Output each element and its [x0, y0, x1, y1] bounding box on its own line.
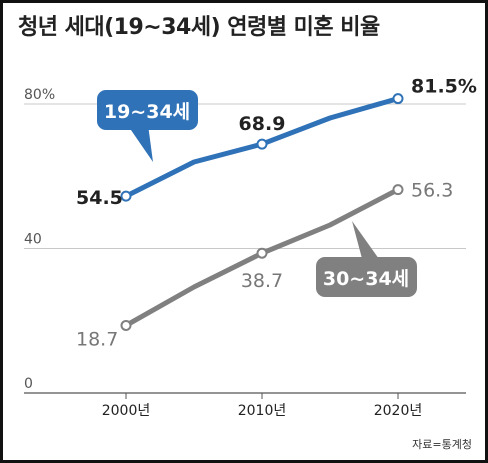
- y-tick-label: 80%: [24, 87, 55, 103]
- x-tick-label: 2010년: [238, 403, 287, 419]
- x-tick-label: 2000년: [102, 403, 151, 419]
- data-point: [256, 247, 268, 259]
- data-label: 81.5%: [411, 76, 477, 98]
- data-label: 56.3: [411, 180, 453, 202]
- data-label: 38.7: [241, 270, 283, 292]
- series-label-1: 19~34세: [104, 101, 190, 123]
- data-point: [256, 138, 268, 150]
- series-label-2: 30~34세: [323, 268, 409, 290]
- series-label-box-1: [97, 90, 198, 130]
- series-label-box-2: [316, 257, 417, 297]
- data-point: [392, 93, 404, 105]
- x-tick-label: 2020년: [374, 403, 423, 419]
- y-tick-label: 0: [24, 376, 33, 392]
- data-point: [120, 319, 132, 331]
- data-label: 54.5: [76, 187, 123, 209]
- data-label: 18.7: [76, 328, 118, 350]
- data-point: [120, 190, 132, 202]
- chart-title: 청년 세대(19~34세) 연령별 미혼 비율: [18, 15, 380, 40]
- data-point: [392, 184, 404, 196]
- data-label: 68.9: [239, 113, 286, 135]
- callout-pointer-2: [352, 221, 384, 266]
- source-note: 자료=통계청: [412, 438, 472, 451]
- y-tick-label: 40: [24, 232, 42, 248]
